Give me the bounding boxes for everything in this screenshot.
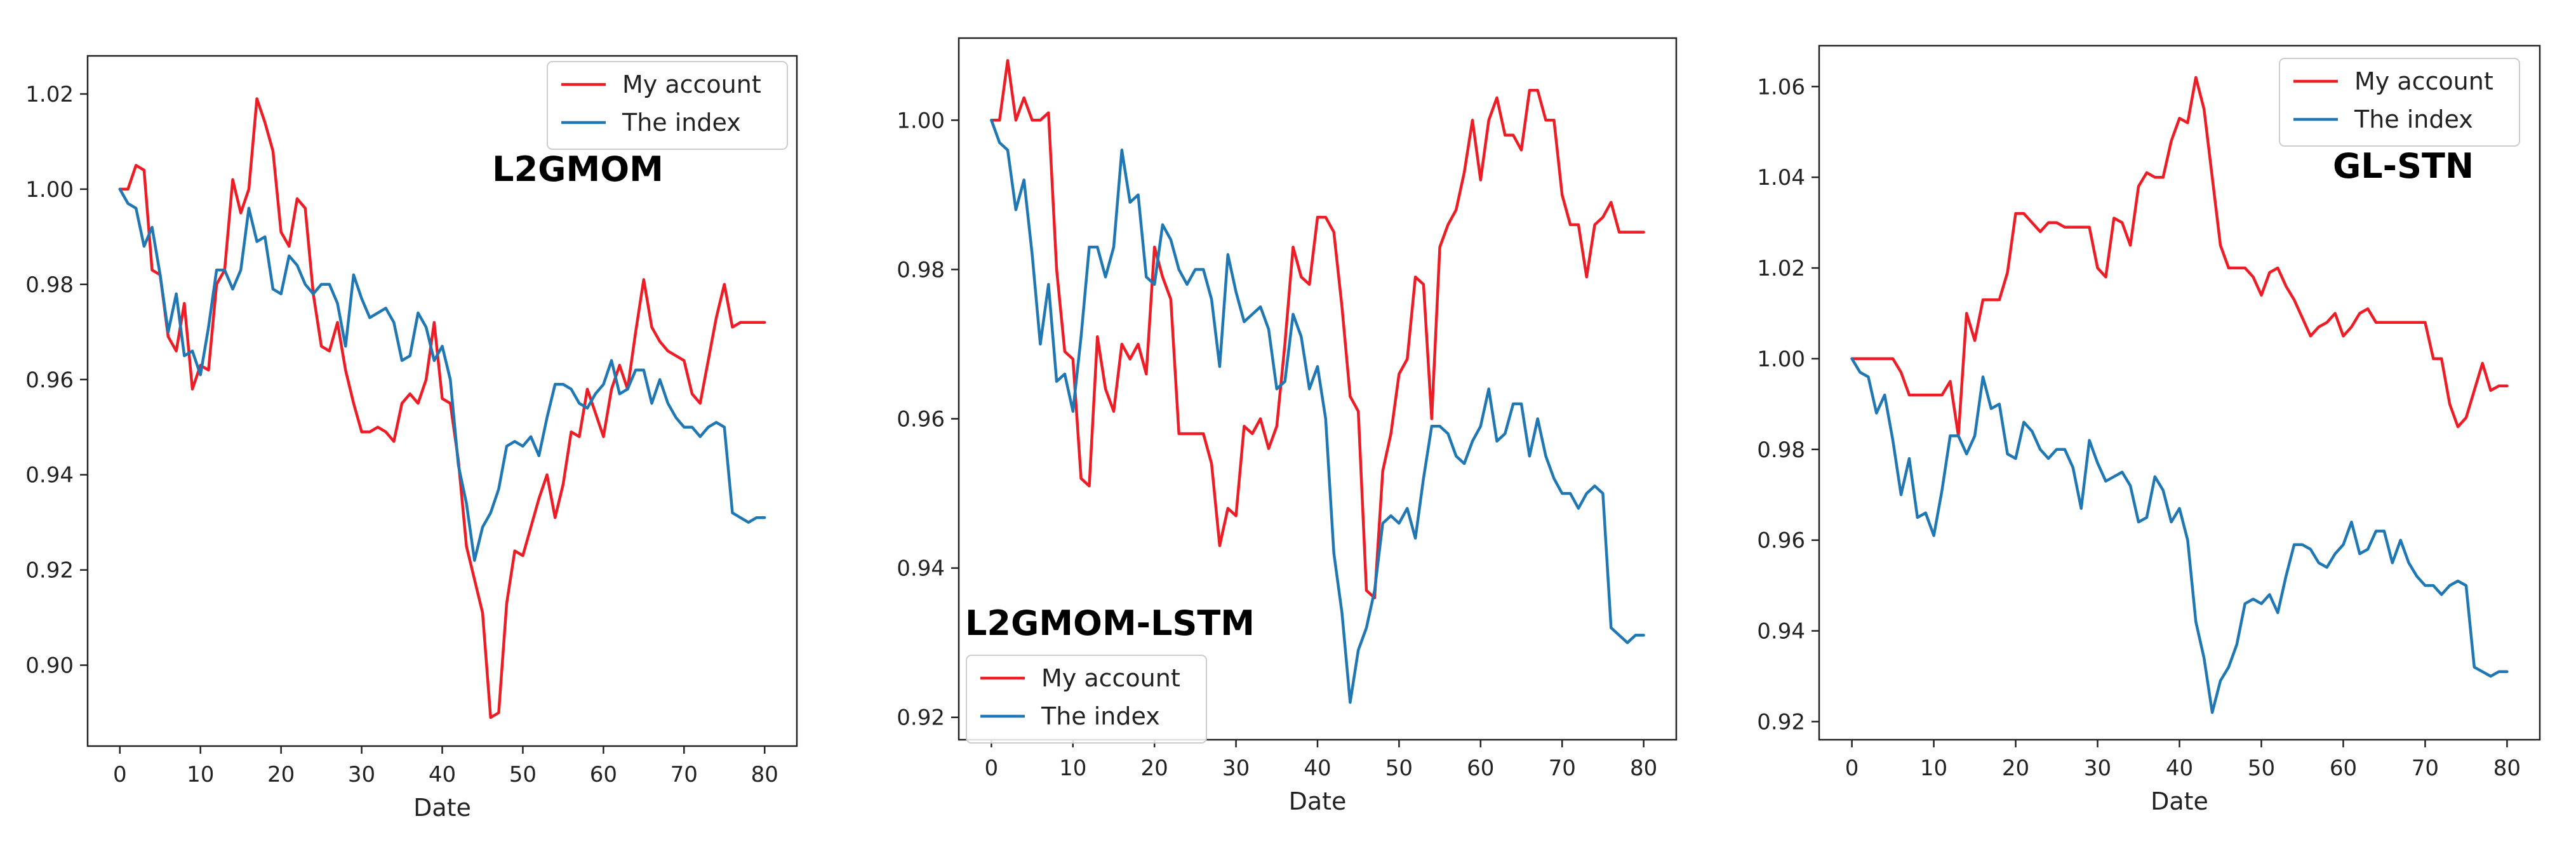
y-tick-label: 0.96 [897,407,945,432]
series-line-the-index [1850,357,2509,714]
legend-label-the-index: The index [622,109,741,137]
x-tick-label: 10 [1920,756,1947,781]
y-tick-label: 0.92 [25,558,74,584]
x-axis-title: Date [413,794,471,822]
chart-panel-gl-stn: 0 10 20 30 40 50 60 70 80 0.92 0.94 0.96 0.98 1.00 1.0… [1757,44,2541,815]
x-tick-label: 50 [2248,756,2275,781]
y-tick-label: 0.98 [897,257,945,283]
x-tick-label: 70 [2412,756,2439,781]
legend-label-my-account: My account [1041,664,1180,692]
panel-title: GL-STN [2333,146,2474,186]
y-tick-label: 0.98 [1757,437,1805,463]
series-line-my-account [1850,76,2509,437]
x-tick-label: 30 [2084,756,2111,781]
series-line-my-account [990,59,1645,599]
x-tick-label: 40 [1304,756,1331,781]
x-tick-label: 60 [1467,756,1494,781]
y-tick-label: 0.92 [1757,709,1805,735]
x-tick-label: 70 [1549,756,1576,781]
x-tick-label: 70 [671,762,698,787]
y-tick-label: 0.92 [897,705,945,731]
x-tick-label: 20 [267,762,295,787]
y-tick-label: 1.00 [25,177,74,203]
legend-box [2279,58,2520,147]
x-tick-label: 60 [2330,756,2357,781]
panel-title: L2GMOM-LSTM [965,603,1255,643]
x-tick-label: 0 [113,762,127,787]
y-tick-label: 0.96 [1757,528,1805,554]
series-line-my-account [118,97,766,719]
x-axis-title: Date [2151,787,2208,815]
x-axis-title: Date [1289,787,1347,815]
legend-box [547,61,788,150]
y-tick-label: 1.02 [1757,256,1805,281]
legend: My account The index [2279,58,2520,147]
x-tick-label: 0 [985,756,999,781]
y-tick-label: 0.94 [897,556,945,582]
x-tick-label: 40 [2166,756,2193,781]
y-tick-label: 1.00 [897,108,945,133]
y-tick-label: 0.94 [1757,619,1805,644]
y-tick-label: 1.00 [1757,347,1805,372]
x-tick-label: 20 [2002,756,2029,781]
y-tick-label: 1.06 [1757,74,1805,100]
y-tick-label: 0.94 [25,463,74,488]
legend-label-the-index: The index [1041,702,1160,730]
legend: My account The index [966,655,1207,744]
x-tick-label: 30 [1222,756,1250,781]
series-line-the-index [118,187,766,562]
x-tick-label: 80 [1630,756,1657,781]
legend-label-my-account: My account [2354,67,2493,95]
x-tick-label: 60 [590,762,617,787]
x-tick-label: 50 [1385,756,1413,781]
plot-frame [86,55,798,747]
x-tick-label: 10 [1059,756,1086,781]
x-tick-label: 80 [751,762,778,787]
panel-title: L2GMOM [492,149,664,189]
x-tick-label: 10 [187,762,214,787]
chart-panel-l2gmom: 0 10 20 30 40 50 60 70 80 0.90 0.92 0.94 0.96 0.98 1.0… [25,55,798,822]
x-tick-label: 0 [1845,756,1859,781]
x-tick-label: 80 [2493,756,2521,781]
y-tick-label: 0.96 [25,368,74,393]
x-tick-label: 30 [348,762,375,787]
legend-box [966,655,1207,744]
y-tick-label: 1.02 [25,82,74,107]
y-tick-label: 0.98 [25,272,74,298]
y-tick-label: 0.90 [25,653,74,679]
legend-label-the-index: The index [2354,105,2473,133]
legend: My account The index [547,61,788,150]
y-tick-label: 1.04 [1757,165,1805,190]
series-line-the-index [990,119,1645,704]
chart-panel-l2gmom-lstm: 0 10 20 30 40 50 60 70 80 0.92 0.94 0.96 0.98 1.00 Dat… [897,37,1678,815]
x-tick-label: 40 [429,762,456,787]
x-tick-label: 20 [1141,756,1168,781]
legend-label-my-account: My account [622,70,761,98]
x-tick-label: 50 [509,762,537,787]
